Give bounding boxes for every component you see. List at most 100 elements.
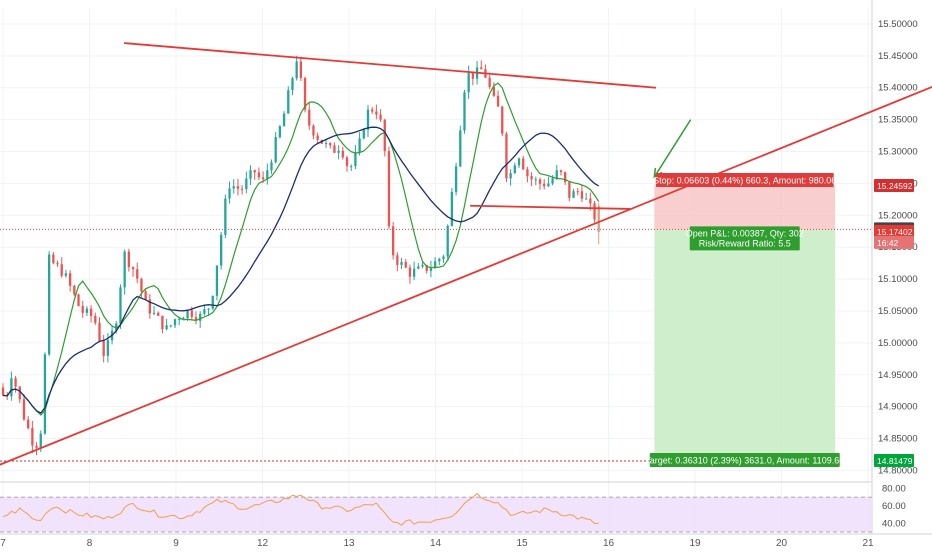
- candle-body: [140, 278, 143, 292]
- candle-body: [85, 308, 89, 313]
- price-label-bg: [874, 235, 914, 249]
- candle-body: [421, 265, 424, 267]
- candle-body: [312, 125, 315, 136]
- price-tick-label: 15.40000: [878, 83, 918, 94]
- price-label-group: 14.81479: [874, 453, 914, 467]
- candle-body: [538, 179, 542, 184]
- candle-body: [471, 73, 475, 79]
- price-tick-label: 14.95000: [878, 370, 918, 381]
- pnl-label-bg: [689, 226, 800, 251]
- candle-body: [572, 191, 575, 198]
- candle-body: [131, 267, 135, 270]
- candle-body: [157, 312, 160, 316]
- candle-body: [425, 265, 428, 271]
- x-tick-label: 14: [430, 538, 442, 549]
- trendline-rising-support: [0, 85, 932, 466]
- candle-body: [341, 150, 344, 158]
- candle-body: [509, 173, 512, 179]
- candle-body: [219, 234, 223, 266]
- price-axis-label: 14.81479: [877, 456, 913, 466]
- candle-body: [522, 158, 525, 170]
- price-tick-label: 14.80000: [878, 465, 918, 476]
- annotation-arrow-shaft: [653, 119, 692, 178]
- candle-body: [89, 308, 93, 316]
- candle-body: [245, 178, 248, 190]
- stop-zone: [654, 186, 836, 230]
- candle-body: [1, 387, 5, 396]
- candle-body: [354, 152, 357, 167]
- price-tick-label: 15.00000: [878, 338, 918, 349]
- candle-body: [211, 295, 214, 309]
- candle-body: [169, 325, 172, 327]
- x-tick-label: 12: [257, 538, 269, 549]
- candle-body: [236, 186, 240, 189]
- candle-body: [257, 172, 261, 178]
- candle-body: [77, 294, 80, 307]
- candle-body: [480, 67, 483, 70]
- candle-body: [551, 178, 554, 184]
- candle-body: [39, 433, 42, 448]
- candle-body: [182, 317, 185, 319]
- candle-body: [597, 205, 600, 232]
- candle-body: [329, 143, 332, 146]
- candle-body: [324, 143, 328, 145]
- rsi-tick-label: 80.00: [882, 483, 906, 494]
- rsi-tick-label: 60.00: [882, 501, 906, 512]
- candle-body: [584, 198, 588, 200]
- candle-body: [463, 92, 466, 131]
- candle-body: [303, 77, 307, 110]
- candle-body: [22, 399, 26, 420]
- candle-body: [18, 386, 21, 400]
- candle-body: [517, 158, 521, 166]
- candle-body: [534, 179, 537, 181]
- candle-body: [43, 354, 47, 434]
- candle-body: [459, 130, 462, 167]
- candle-body: [454, 166, 458, 192]
- candle-body: [505, 133, 508, 179]
- candle-body: [47, 254, 51, 355]
- candle-body: [152, 312, 156, 314]
- candle-body: [56, 263, 59, 265]
- candle-body: [404, 261, 407, 268]
- candle-body: [215, 265, 219, 296]
- candle-body: [387, 151, 391, 227]
- candle-body: [412, 268, 416, 277]
- candle-body: [467, 73, 470, 93]
- candle-body: [249, 170, 252, 179]
- candle-body: [568, 182, 571, 198]
- price-label-group: 16:42: [874, 235, 914, 249]
- candle-body: [261, 177, 265, 180]
- candle-body: [115, 323, 118, 331]
- candle-body: [10, 378, 13, 397]
- candle-body: [64, 273, 68, 276]
- price-tick-label: 15.10000: [878, 274, 918, 285]
- candle-body: [199, 313, 202, 321]
- candle-body: [119, 287, 122, 324]
- candle-body: [207, 308, 210, 310]
- candle-body: [333, 145, 336, 153]
- candle-body: [94, 315, 97, 323]
- candle-body: [559, 170, 563, 173]
- rsi-line: [2, 492, 599, 526]
- candle-body: [282, 113, 286, 127]
- trendline-horizontal-support: [470, 204, 631, 210]
- candles: [1, 55, 600, 456]
- candle-body: [543, 183, 546, 187]
- candle-body: [547, 183, 550, 187]
- candle-body: [589, 198, 592, 204]
- candle-body: [576, 191, 579, 193]
- candle-body: [564, 172, 567, 183]
- stop-label: Stop: 0.06603 (0.44%) 660.3, Amount: 980…: [653, 176, 836, 186]
- target-label-bg: [649, 452, 840, 467]
- candle-body: [270, 162, 273, 171]
- candle-body: [27, 419, 30, 429]
- price-label-bg: [874, 224, 914, 238]
- candle-body: [316, 135, 319, 140]
- candle-body: [362, 129, 365, 139]
- candle-body: [358, 138, 361, 153]
- price-tick-label: 15.50000: [878, 19, 918, 30]
- candle-body: [408, 267, 412, 277]
